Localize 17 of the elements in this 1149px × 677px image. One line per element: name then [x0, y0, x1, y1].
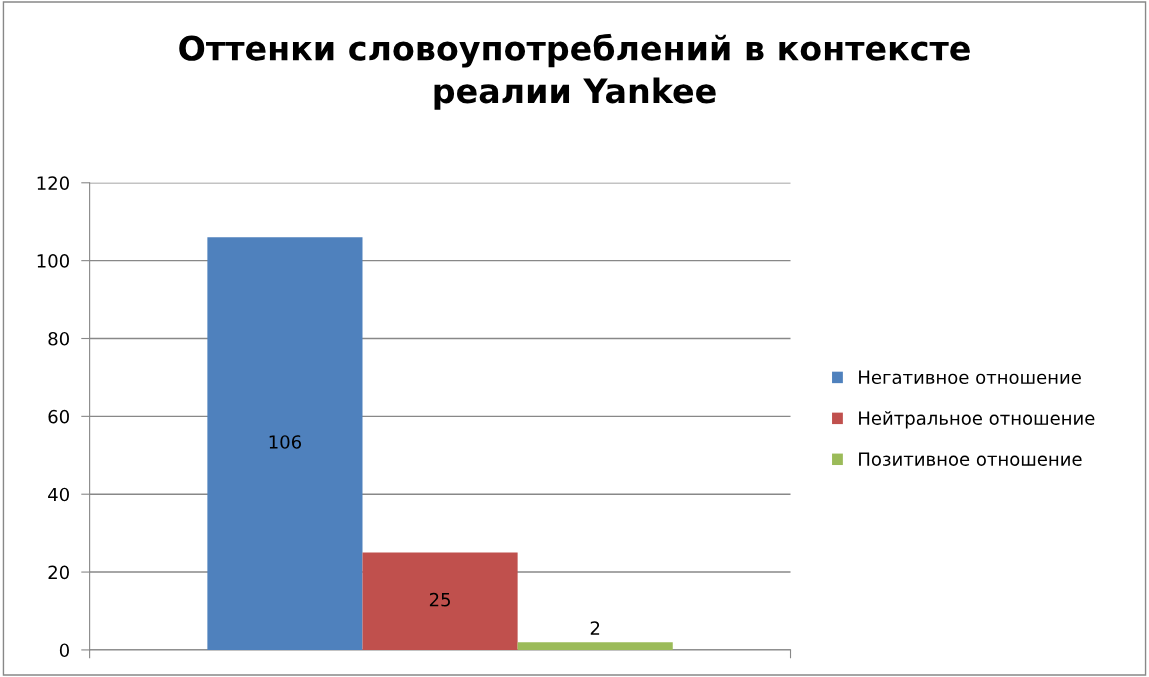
data-label: 2: [590, 621, 600, 635]
bar: [207, 237, 363, 650]
y-tick-label: 120: [37, 176, 69, 190]
y-tick-label: 0: [59, 643, 69, 658]
legend-label: Негативное отношение: [859, 370, 1081, 385]
bar: [362, 552, 518, 650]
y-tick-label: 80: [48, 331, 69, 346]
bar: [517, 642, 673, 650]
data-label: 25: [429, 592, 450, 607]
legend-label: Нейтральное отношение: [859, 411, 1095, 429]
chart-title: Оттенки словоупотреблений в контексте реалии Yankee: [179, 33, 970, 110]
y-tick-label: 40: [48, 487, 69, 502]
y-tick-label: 100: [37, 254, 69, 268]
y-tick-label: 60: [48, 409, 69, 424]
legend-label: Позитивное отношение: [859, 452, 1082, 466]
data-label: 106: [269, 435, 302, 449]
y-tick-label: 20: [48, 565, 69, 580]
